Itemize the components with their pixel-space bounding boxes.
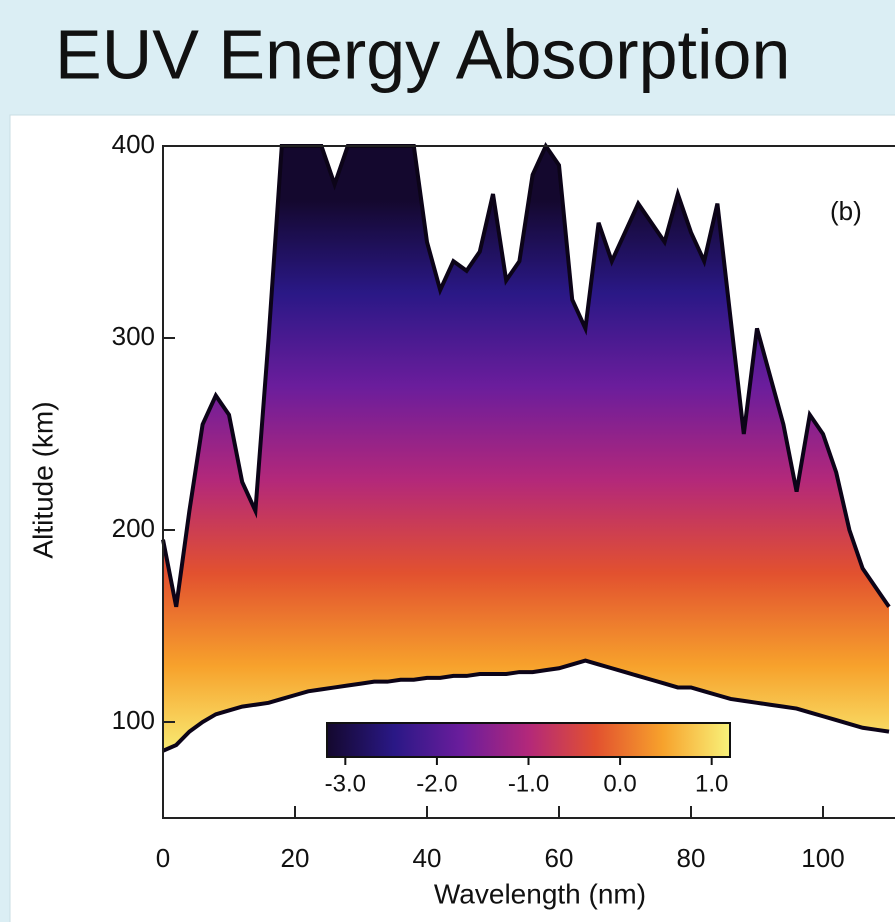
- colorbar-tick-label: -3.0: [325, 770, 366, 797]
- y-tick-label: 300: [112, 321, 155, 351]
- x-axis-label: Wavelength (nm): [434, 878, 646, 909]
- annotation: (b): [830, 196, 862, 226]
- x-tick-label: 40: [413, 843, 442, 873]
- lower-edge: [162, 658, 890, 753]
- plot-frame: [162, 145, 895, 819]
- x-tick-label: 60: [545, 843, 574, 873]
- colorbar-tick-label: -2.0: [416, 770, 457, 797]
- colorbar-tick-label: -1.0: [508, 770, 549, 797]
- y-tick-label: 400: [112, 129, 155, 159]
- absorption-area: [163, 146, 889, 751]
- y-axis-label: Altitude (km): [27, 401, 58, 558]
- colorbar-tick-label: 0.0: [603, 770, 636, 797]
- y-tick-label: 200: [112, 513, 155, 543]
- colorbar: [326, 722, 731, 758]
- x-tick-label: 100: [801, 843, 844, 873]
- x-tick-label: 20: [281, 843, 310, 873]
- colorbar-tick-label: 1.0: [695, 770, 728, 797]
- x-tick-label: 0: [156, 843, 170, 873]
- slide-title: EUV Energy Absorption: [55, 15, 790, 93]
- x-tick-label: 80: [677, 843, 706, 873]
- y-tick-label: 100: [112, 705, 155, 735]
